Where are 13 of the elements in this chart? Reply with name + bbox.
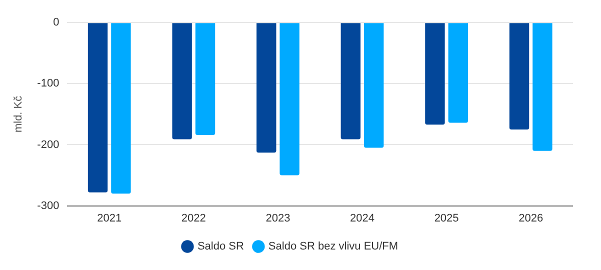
x-tick-label: 2026 bbox=[518, 212, 544, 224]
x-tick-label: 2022 bbox=[181, 212, 206, 224]
x-tick-label: 2021 bbox=[97, 212, 122, 224]
y-tick-label: -200 bbox=[37, 138, 60, 151]
y-tick-label: -300 bbox=[37, 200, 60, 212]
x-tick-label: 2024 bbox=[350, 212, 374, 224]
legend-label: Saldo SR bez vlivu EU/FM bbox=[268, 240, 398, 253]
legend-label: Saldo SR bbox=[197, 240, 244, 253]
y-axis-title: mld. Kč bbox=[12, 95, 25, 133]
x-tick-label: 2025 bbox=[434, 212, 459, 224]
y-tick-label: 0 bbox=[53, 16, 60, 29]
x-tick-label: 2023 bbox=[266, 212, 290, 224]
y-tick-label: -100 bbox=[37, 78, 60, 90]
